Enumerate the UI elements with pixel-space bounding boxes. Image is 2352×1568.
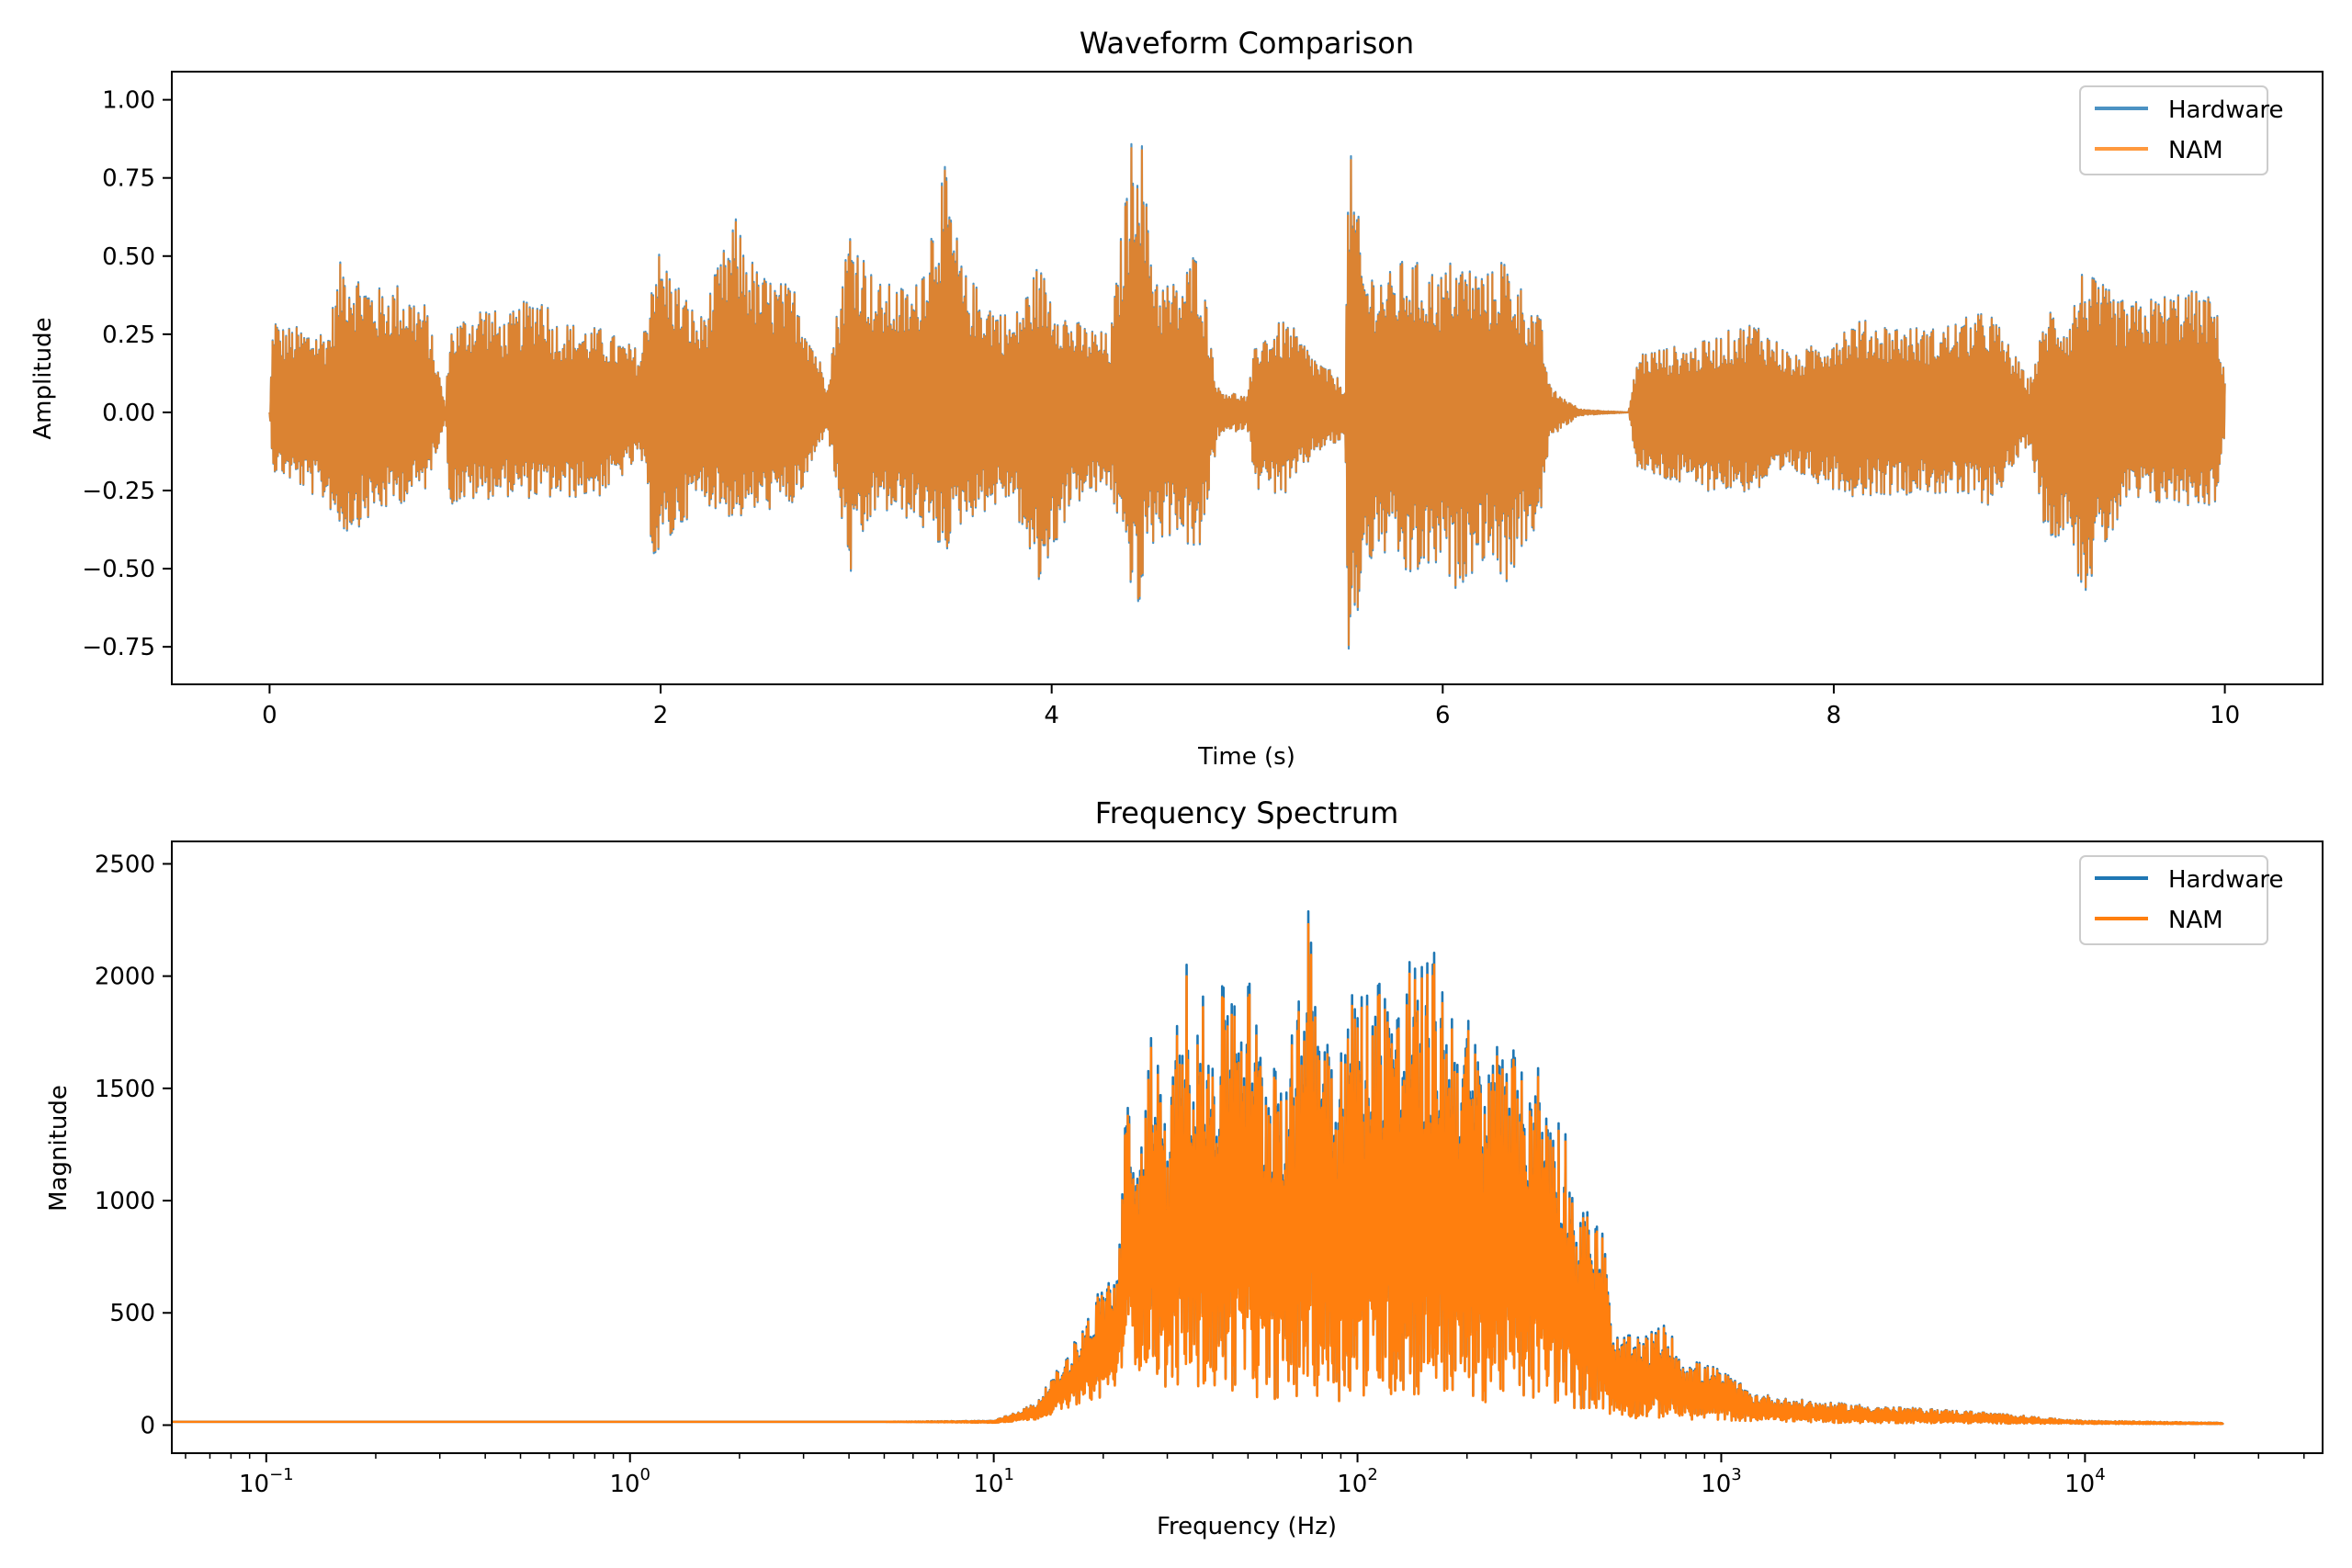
- chart-title: Waveform Comparison: [1080, 26, 1414, 61]
- y-tick-label: 0.75: [102, 165, 155, 193]
- waveform-chart: Waveform Comparison 0 2 4 6 8 10 −0.75−0.50−0…: [29, 26, 2324, 771]
- x-axis: 0 2 4 6 8 10: [262, 684, 2240, 729]
- y-tick-label: 2000: [95, 964, 155, 991]
- legend-label-nam: NAM: [2168, 137, 2223, 164]
- y-tick-label: 1000: [95, 1188, 155, 1215]
- y-axis-label: Amplitude: [29, 317, 57, 439]
- legend-label-hardware: Hardware: [2168, 866, 2284, 894]
- x-tick-label: 2: [653, 702, 669, 729]
- y-axis-label: Magnitude: [45, 1085, 73, 1212]
- y-axis: −0.75 −0.50 −0.25 0.00 0.25 0.50 0.75 1.00: [82, 87, 172, 661]
- y-tick-label: 1.00: [102, 87, 155, 115]
- y-axis: 0 500 1000 1500 2000 2500: [95, 851, 172, 1439]
- legend: Hardware NAM: [2079, 855, 2284, 945]
- x-tick-label: 103: [1701, 1465, 1742, 1498]
- x-tick-label: 100: [609, 1465, 650, 1498]
- x-tick-label: 10: [2210, 702, 2240, 729]
- axes-frame: [171, 71, 2324, 685]
- x-axis-label: Frequency (Hz): [1157, 1513, 1337, 1540]
- series-line-nam: [268, 147, 2226, 647]
- axes-frame: [171, 840, 2324, 1454]
- x-tick-label: 6: [1435, 702, 1451, 729]
- plot-area: [172, 909, 2224, 1426]
- y-tick-label: 1500: [95, 1076, 155, 1103]
- y-tick-label: 2500: [95, 851, 155, 878]
- spectrum-chart: Frequency Spectrum 10−1 100 101 102 103 104 0…: [45, 795, 2324, 1540]
- x-tick-label: 102: [1337, 1465, 1378, 1498]
- x-tick-label: 8: [1826, 702, 1842, 729]
- legend: Hardware NAM: [2079, 85, 2284, 175]
- legend-label-nam: NAM: [2168, 907, 2223, 934]
- x-tick-label: 10−1: [239, 1465, 294, 1498]
- y-tick-label: −0.75: [82, 634, 155, 661]
- y-tick-label: 0.00: [102, 400, 155, 427]
- x-axis-label: Time (s): [1197, 743, 1295, 771]
- x-tick-label: 101: [973, 1465, 1014, 1498]
- y-tick-label: −0.25: [82, 478, 155, 505]
- y-tick-label: 0.25: [102, 321, 155, 349]
- legend-label-hardware: Hardware: [2168, 96, 2284, 124]
- series-line-nam: [172, 922, 2224, 1426]
- x-tick-label: 0: [262, 702, 277, 729]
- y-tick-label: 0.50: [102, 243, 155, 271]
- y-tick-label: 0: [140, 1412, 155, 1439]
- plot-area: [268, 142, 2226, 650]
- chart-title: Frequency Spectrum: [1095, 795, 1399, 830]
- x-tick-label: 104: [2064, 1465, 2106, 1498]
- y-tick-label: −0.50: [82, 556, 155, 583]
- x-tick-label: 4: [1044, 702, 1059, 729]
- y-tick-label: 500: [109, 1300, 155, 1327]
